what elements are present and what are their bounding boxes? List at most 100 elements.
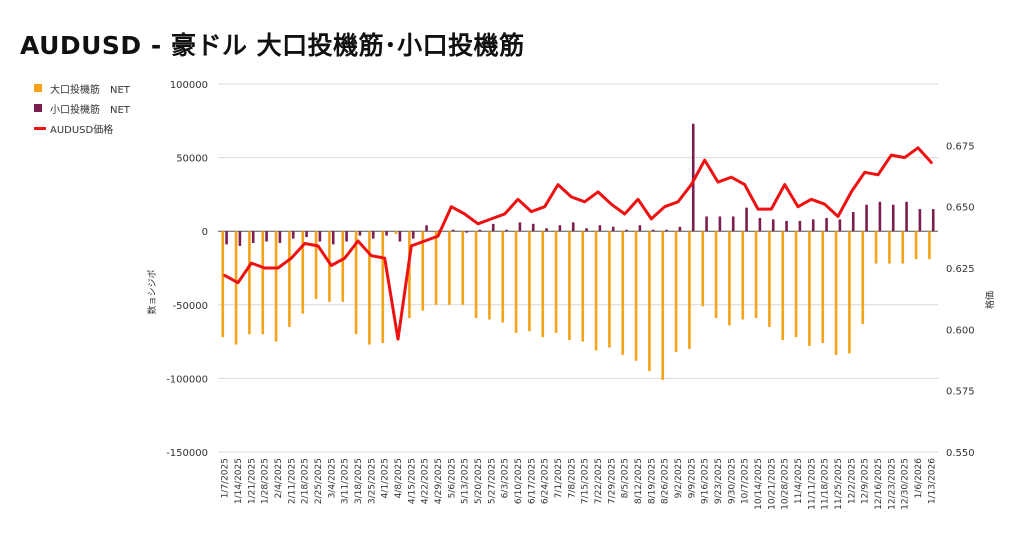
- bar-large-net: [674, 231, 678, 352]
- bar-small-net: [291, 231, 295, 239]
- x-tick-label: 3/18/2025: [354, 458, 364, 504]
- bar-large-net: [848, 231, 851, 354]
- bar-large-net: [248, 231, 251, 335]
- bar-large-net: [234, 231, 238, 345]
- x-tick-label: 1/13/2026: [927, 458, 937, 504]
- y-tick-label-right: 0.675: [946, 141, 975, 152]
- bar-large-net: [381, 231, 385, 344]
- bar-small-net: [878, 201, 882, 232]
- bar-large-net: [474, 231, 478, 319]
- x-tick-label: 9/16/2025: [701, 458, 711, 504]
- bar-large-net: [901, 231, 905, 264]
- bar-small-net: [625, 229, 628, 232]
- bar-large-net: [568, 231, 571, 341]
- bar-large-net: [914, 231, 918, 260]
- y-axis-label-right: 格価: [984, 291, 996, 309]
- bar-small-net: [865, 204, 868, 232]
- bar-large-net: [261, 231, 265, 335]
- bar-large-net: [794, 231, 798, 338]
- bar-small-net: [358, 231, 362, 236]
- bar-small-net: [425, 225, 428, 232]
- x-tick-label: 3/25/2025: [367, 458, 377, 504]
- x-tick-label: 11/11/2025: [807, 458, 817, 510]
- x-tick-label: 3/11/2025: [341, 458, 351, 504]
- x-tick-label: 5/27/2025: [487, 458, 497, 504]
- x-tick-label: 11/4/2025: [794, 458, 804, 504]
- y-tick-label-left: -100000: [166, 374, 208, 385]
- x-tick-label: 2/11/2025: [287, 458, 297, 504]
- x-tick-label: 4/15/2025: [407, 458, 417, 504]
- bar-small-net: [678, 226, 682, 232]
- bar-small-net: [838, 219, 842, 232]
- y-tick-label-right: 0.625: [946, 264, 975, 275]
- x-tick-label: 7/22/2025: [594, 458, 604, 504]
- y-tick-label-left: -50000: [173, 301, 208, 312]
- x-tick-label: 10/21/2025: [767, 458, 777, 510]
- x-tick-label: 9/2/2025: [674, 458, 684, 498]
- bar-large-net: [274, 231, 278, 342]
- bar-small-net: [771, 219, 775, 232]
- bar-large-net: [834, 231, 838, 355]
- bar-large-net: [648, 231, 651, 372]
- legend-item-price[interactable]: AUDUSD価格: [34, 118, 130, 138]
- y-tick-label-right: 0.600: [946, 325, 975, 336]
- bar-small-net: [718, 216, 722, 232]
- bar-large-net: [621, 231, 625, 355]
- bar-small-net: [251, 231, 255, 243]
- bar-small-net: [518, 222, 522, 232]
- bar-small-net: [305, 231, 308, 238]
- y-tick-label-left: -150000: [166, 448, 208, 459]
- legend-label-small: 小口投機筋 NET: [50, 104, 130, 116]
- x-tick-label: 8/19/2025: [647, 458, 657, 504]
- bar-large-net: [874, 231, 878, 264]
- bar-small-net: [905, 201, 908, 232]
- legend-item-small[interactable]: 小口投機筋 NET: [34, 98, 130, 118]
- x-tick-label: 6/24/2025: [541, 458, 551, 504]
- x-tick-label: 10/14/2025: [754, 458, 764, 510]
- bar-large-net: [354, 231, 358, 335]
- x-tick-label: 3/4/2025: [327, 458, 337, 498]
- bar-large-net: [928, 231, 931, 260]
- y-axis-label-left: 数ョシジポ: [146, 269, 158, 314]
- x-tick-label: 12/2/2025: [847, 458, 857, 504]
- bar-small-net: [758, 217, 762, 232]
- bar-small-net: [505, 229, 508, 232]
- x-tick-label: 1/6/2026: [914, 458, 924, 499]
- bar-large-net: [301, 231, 305, 314]
- x-tick-label: 6/17/2025: [527, 458, 537, 504]
- legend-item-large[interactable]: 大口投機筋 NET: [34, 78, 130, 98]
- x-tick-label: 6/3/2025: [501, 458, 511, 498]
- bar-large-net: [328, 231, 331, 302]
- bar-small-net: [891, 204, 895, 232]
- x-tick-label: 5/13/2025: [461, 458, 471, 504]
- chart-legend: 大口投機筋 NET 小口投機筋 NET AUDUSD価格: [34, 78, 130, 138]
- bar-small-net: [411, 231, 415, 239]
- bar-small-net: [331, 231, 335, 245]
- bar-large-net: [341, 231, 345, 302]
- y-tick-label-right: 0.650: [946, 203, 975, 214]
- bar-large-net: [488, 231, 491, 320]
- bar-large-net: [728, 231, 731, 326]
- x-tick-label: 4/22/2025: [421, 458, 431, 504]
- x-tick-label: 9/30/2025: [727, 458, 737, 504]
- y-tick-label-left: 0: [202, 227, 208, 238]
- x-tick-label: 5/20/2025: [474, 458, 484, 504]
- bar-small-net: [825, 217, 828, 232]
- bar-small-net: [731, 216, 735, 232]
- y-tick-label-left: 100000: [170, 80, 208, 91]
- bar-large-net: [501, 231, 505, 323]
- bar-small-net: [691, 123, 695, 232]
- bar-small-net: [585, 228, 588, 232]
- x-tick-label: 1/28/2025: [261, 458, 271, 504]
- x-tick-label: 12/23/2025: [887, 458, 897, 510]
- bar-large-net: [714, 231, 718, 319]
- bar-large-net: [528, 231, 531, 332]
- y-tick-label-right: 0.550: [946, 448, 975, 459]
- bar-small-net: [318, 231, 322, 242]
- bar-small-net: [371, 231, 375, 239]
- x-tick-label: 12/9/2025: [861, 458, 871, 504]
- x-tick-label: 6/10/2025: [514, 458, 524, 504]
- x-tick-label: 7/1/2025: [554, 458, 564, 498]
- bar-large-net: [461, 231, 465, 305]
- bar-large-net: [394, 231, 398, 235]
